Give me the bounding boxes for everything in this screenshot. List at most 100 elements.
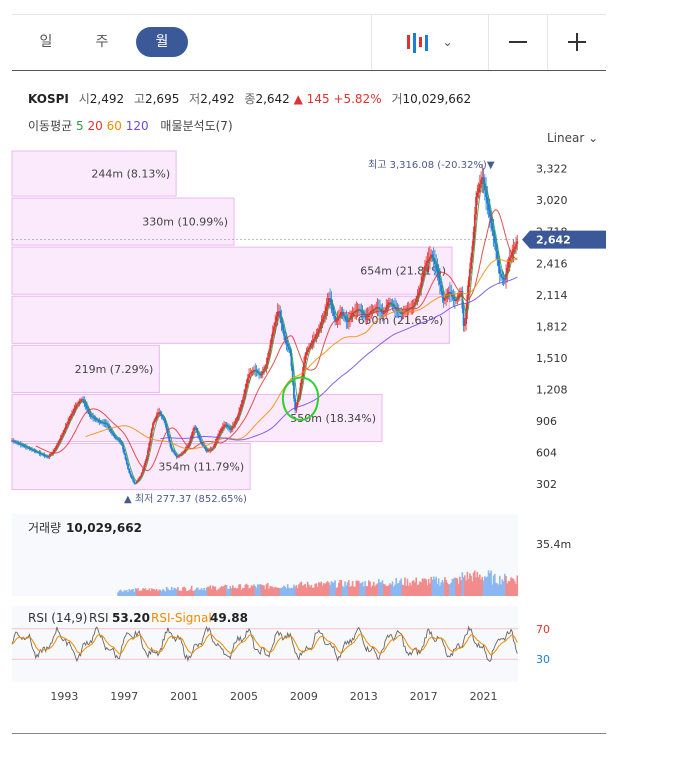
volume-bar [349,586,351,596]
volume-bar [213,586,215,596]
volume-bar [117,592,119,596]
candle-body [354,311,356,313]
period-tabs: 일 주 월 [24,27,188,59]
volume-bar [510,577,512,596]
ma-120-line [160,276,518,441]
tab-monthly[interactable]: 월 [136,27,188,57]
volume-bar [363,586,365,596]
volume-bar [336,587,339,596]
candle-body [67,421,70,425]
volume-bar [341,585,344,596]
candle-body [199,438,202,442]
volume-bar [187,590,189,596]
ma-120[interactable]: 120 [125,119,149,133]
ma-20[interactable]: 20 [87,119,103,133]
candle-body [481,177,484,180]
candle-body [425,263,428,267]
candle-body [424,266,426,272]
header-divider [12,70,606,71]
candle-body [309,345,312,348]
candle-body [346,320,349,322]
candle-body [291,366,294,383]
candle-body [63,429,66,433]
volume-bar [268,588,270,596]
volume-bar [487,570,490,596]
candle-body [437,271,440,278]
candle-body [503,279,506,281]
candle-body [457,295,460,298]
candle-body [273,326,275,332]
candle-body [390,302,393,304]
volume-bar [400,578,403,596]
volume-bar [253,584,255,596]
candle-body [32,449,35,451]
candle-body [167,430,169,436]
volume-bar [234,587,237,596]
volume-bar [248,588,250,596]
volume-profile-label: 219m (7.29%) [75,363,154,376]
candle-body [118,439,121,441]
volume-profile-toggle[interactable]: 매물분석도(7) [160,119,233,133]
candle-body [80,399,83,401]
annotation-circle [282,376,320,421]
candle-body [254,369,257,371]
volume-bar [309,586,311,596]
candle-body [340,311,343,315]
volume-bar [395,578,398,596]
zoom-in-button[interactable] [547,14,606,70]
tab-daily[interactable]: 일 [39,34,53,50]
volume-bar [185,590,188,596]
candle-body [405,309,408,311]
volume-y-tick: 35.4m [536,538,571,551]
ma-5[interactable]: 5 [76,119,84,133]
candle-body [399,311,401,313]
candle-body [441,291,444,298]
candle-body [88,411,91,415]
volume-bar [125,590,128,596]
chart-type-dropdown[interactable]: ⌄ [371,14,488,70]
volume-bar [123,590,126,596]
candle-body [52,451,55,453]
candle-body [228,427,230,429]
scale-toggle[interactable]: Linear ⌄ [547,131,599,145]
volume-bar [415,577,418,596]
volume-bar [139,590,142,596]
candle-body [501,276,504,278]
volume-bar [275,587,278,596]
rsi-signal-name: RSI-Signal [151,611,212,625]
candle-body [305,351,308,356]
candle-body [41,453,43,455]
volume-bar [326,581,329,596]
candle-body [455,299,458,302]
volume-bar [193,590,195,596]
volume-bar [163,590,165,596]
zoom-out-button[interactable] [488,14,547,70]
volume-bar [258,584,260,596]
volume-bar [179,590,182,596]
candle-body [124,454,127,460]
candle-body [16,442,18,444]
volume-bar [207,586,209,596]
volume-bar [511,578,514,596]
ma-60[interactable]: 60 [106,119,122,133]
volume-bar [404,577,406,596]
volume-bar [169,590,172,596]
y-tick-label: 906 [536,415,557,428]
candle-body [334,315,337,322]
candle-body [238,411,240,416]
candle-body [327,298,330,303]
candle-body [82,399,85,401]
volume-bar [143,588,146,596]
candle-body [163,418,166,421]
volume-bar [230,588,233,596]
volume-bar [445,579,447,596]
candle-body [326,302,329,307]
volume-bar [441,580,444,596]
candle-body [183,450,186,453]
candle-body [310,343,313,346]
tab-weekly[interactable]: 주 [95,34,109,50]
volume-bar [437,578,440,596]
volume-series [117,570,519,596]
volume-bar [204,590,207,596]
